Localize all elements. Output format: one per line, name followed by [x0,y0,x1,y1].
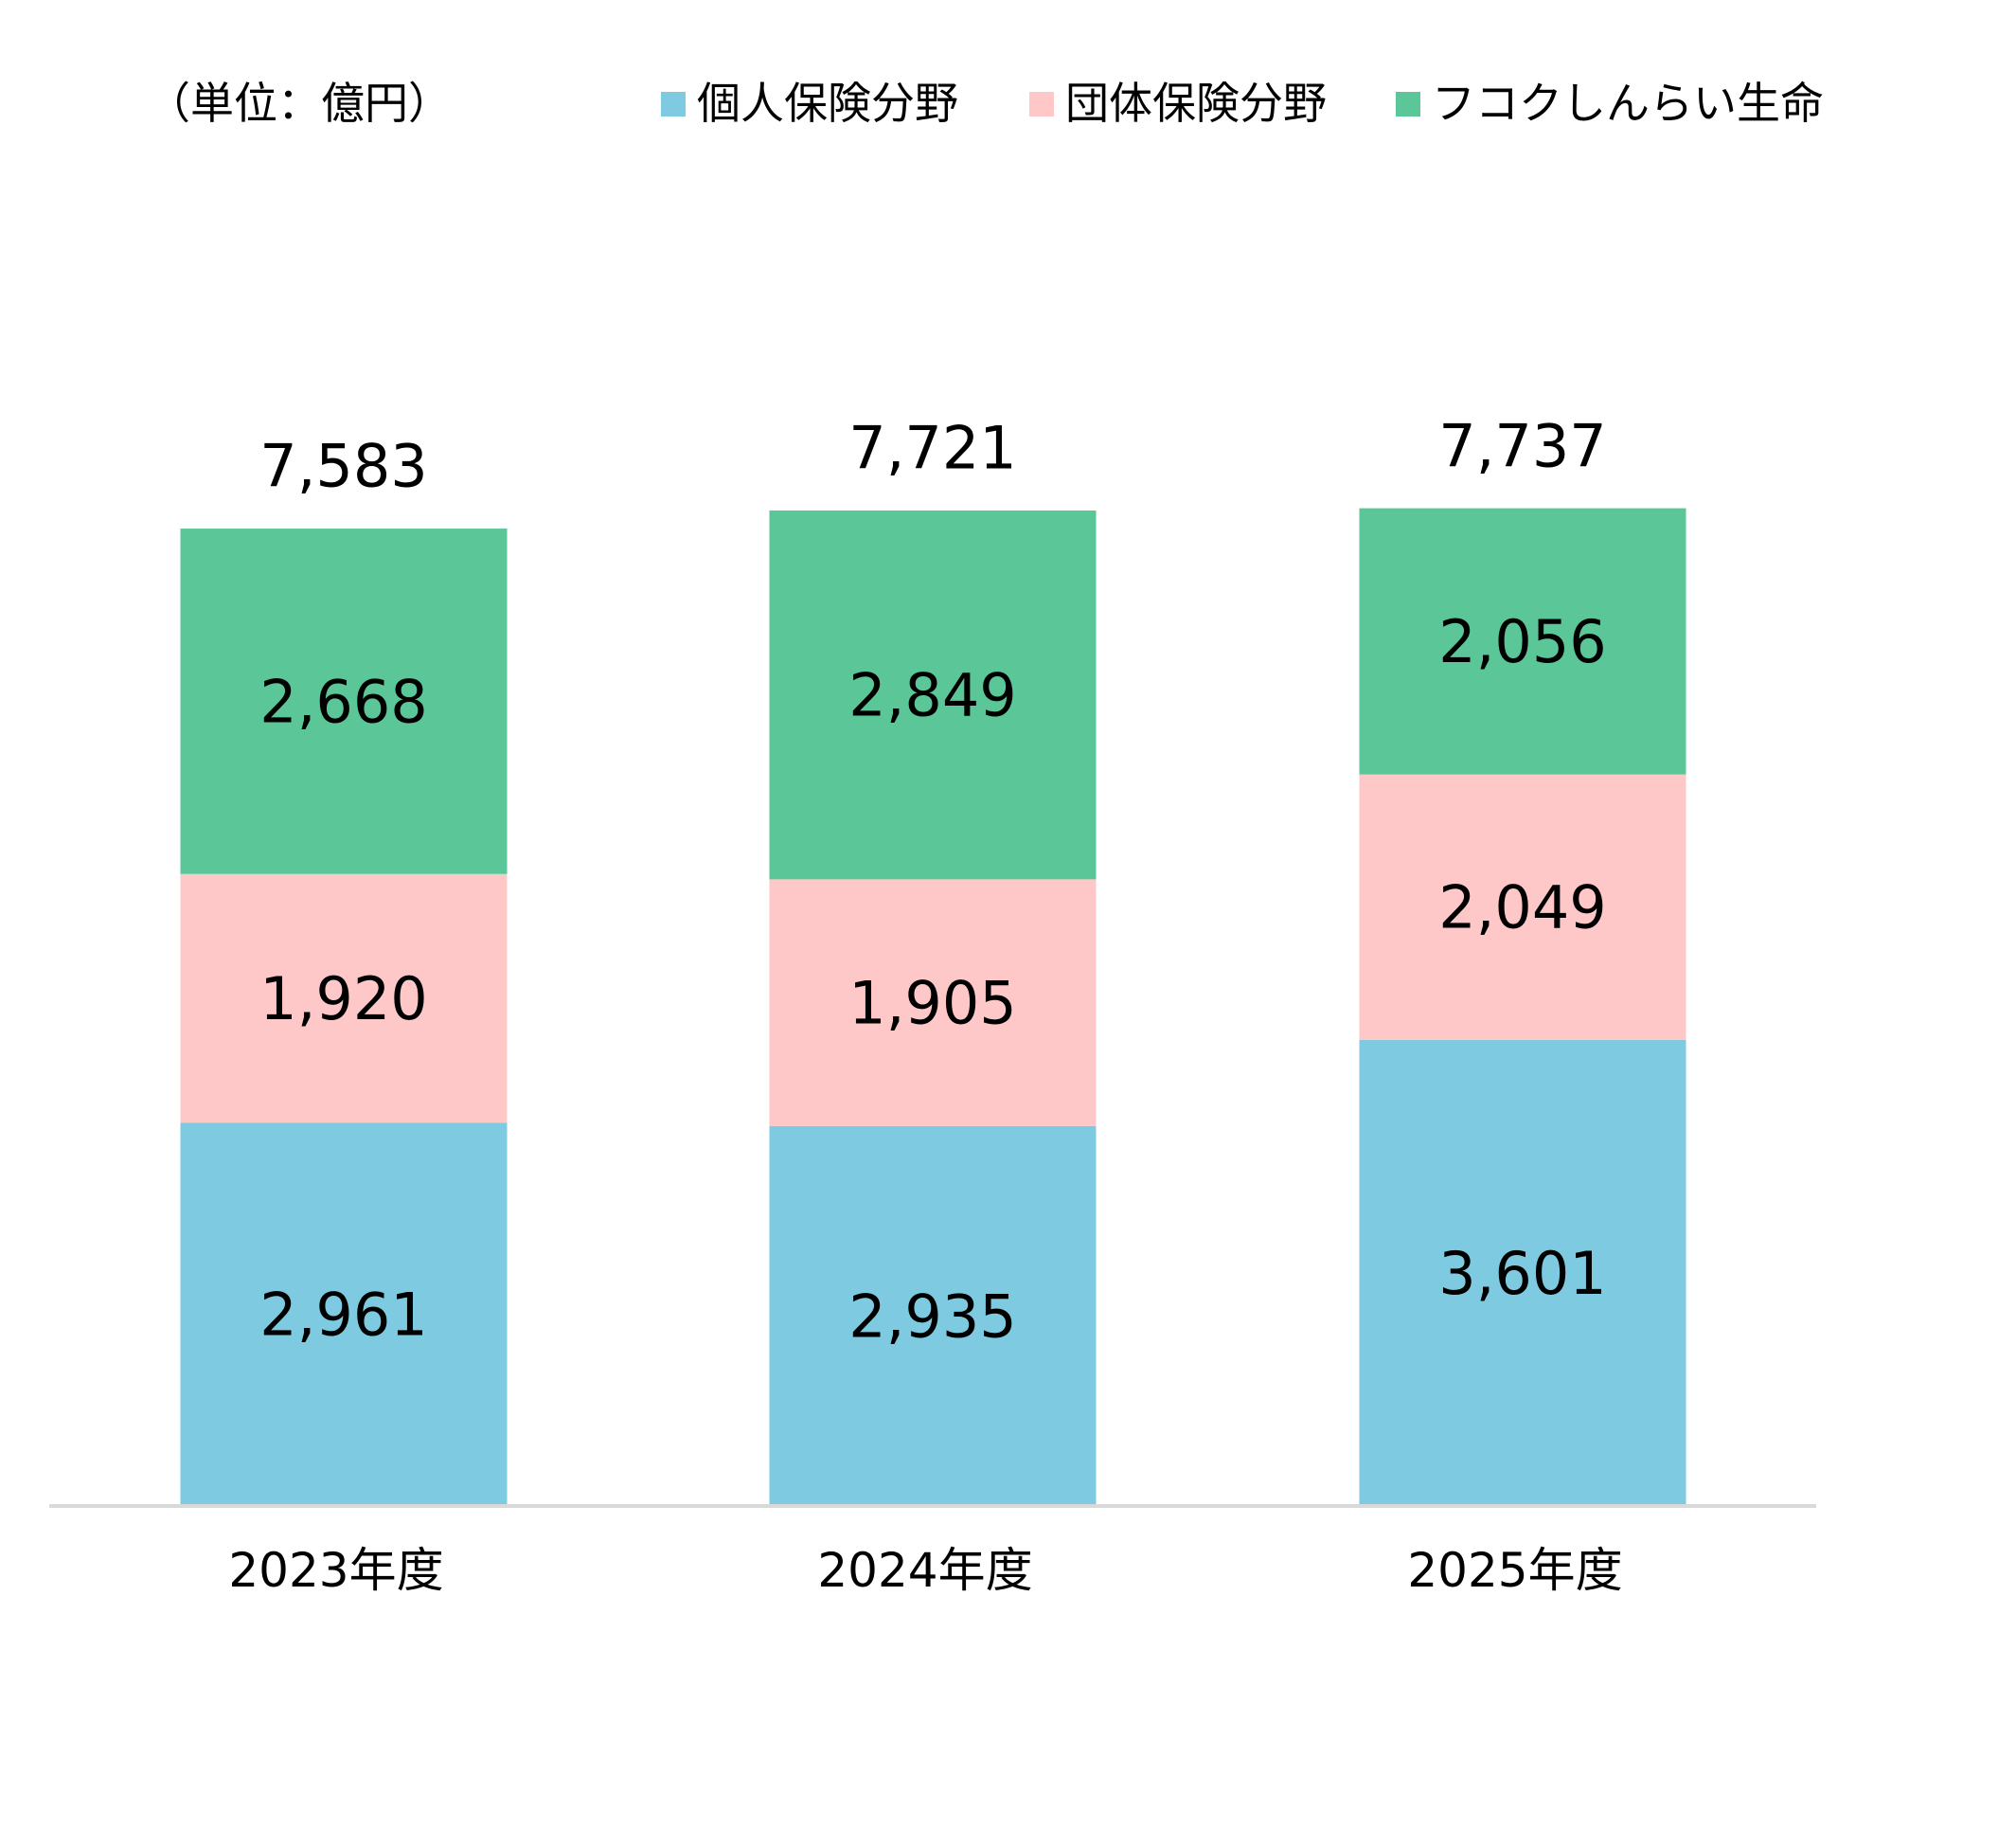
x-tick-label-3: 2025年度 [1407,1543,1622,1598]
data-label-2-1: 2,935 [848,1282,1017,1351]
x-tick-label-1: 2023年度 [228,1543,443,1598]
bars: 2,961 1,920 2,668 2,935 1,905 2,849 3,601 2,049… [180,508,1686,1506]
legend-label-2: 団体保険分野 [1065,78,1327,129]
legend-label-3: フコクしんらい生命 [1432,78,1824,129]
data-label-3-2: 2,049 [1438,873,1607,942]
data-label-3-1: 3,601 [1438,1239,1607,1308]
data-label-3-3: 2,056 [1438,607,1607,676]
bar-segment-3-1 [1359,1039,1686,1506]
x-axis-tick-labels: 2023年度 2024年度 2025年度 [228,1543,1622,1598]
bar-segment-1-1 [180,1122,508,1506]
legend: 個人保険分野 団体保険分野 フコクしんらい生命 [661,78,1824,129]
total-label-3: 7,737 [1438,411,1607,480]
bar-segment-1-2 [180,873,508,1123]
bar-segment-2-1 [769,1125,1097,1506]
bar-segment-3-2 [1359,774,1686,1040]
data-label-2-3: 2,849 [848,661,1017,730]
data-label-2-2: 1,905 [848,969,1017,1038]
data-label-1-3: 2,668 [259,667,428,736]
total-labels: 7,583 7,721 7,737 [259,411,1607,500]
total-label-2: 7,721 [848,414,1017,483]
bar-segment-3-3 [1359,508,1686,775]
bar-segment-1-3 [180,529,508,874]
data-label-1-1: 2,961 [259,1281,428,1350]
legend-swatch-2 [1029,92,1054,117]
legend-label-1: 個人保険分野 [697,78,958,129]
unit-label: （単位：億円） [147,78,452,129]
legend-swatch-1 [661,92,686,117]
legend-swatch-3 [1396,92,1420,117]
total-label-1: 7,583 [259,431,428,500]
data-label-1-2: 1,920 [259,964,428,1033]
x-tick-label-2: 2024年度 [817,1543,1032,1598]
bar-segment-2-2 [769,879,1097,1126]
bar-segment-2-3 [769,510,1097,880]
